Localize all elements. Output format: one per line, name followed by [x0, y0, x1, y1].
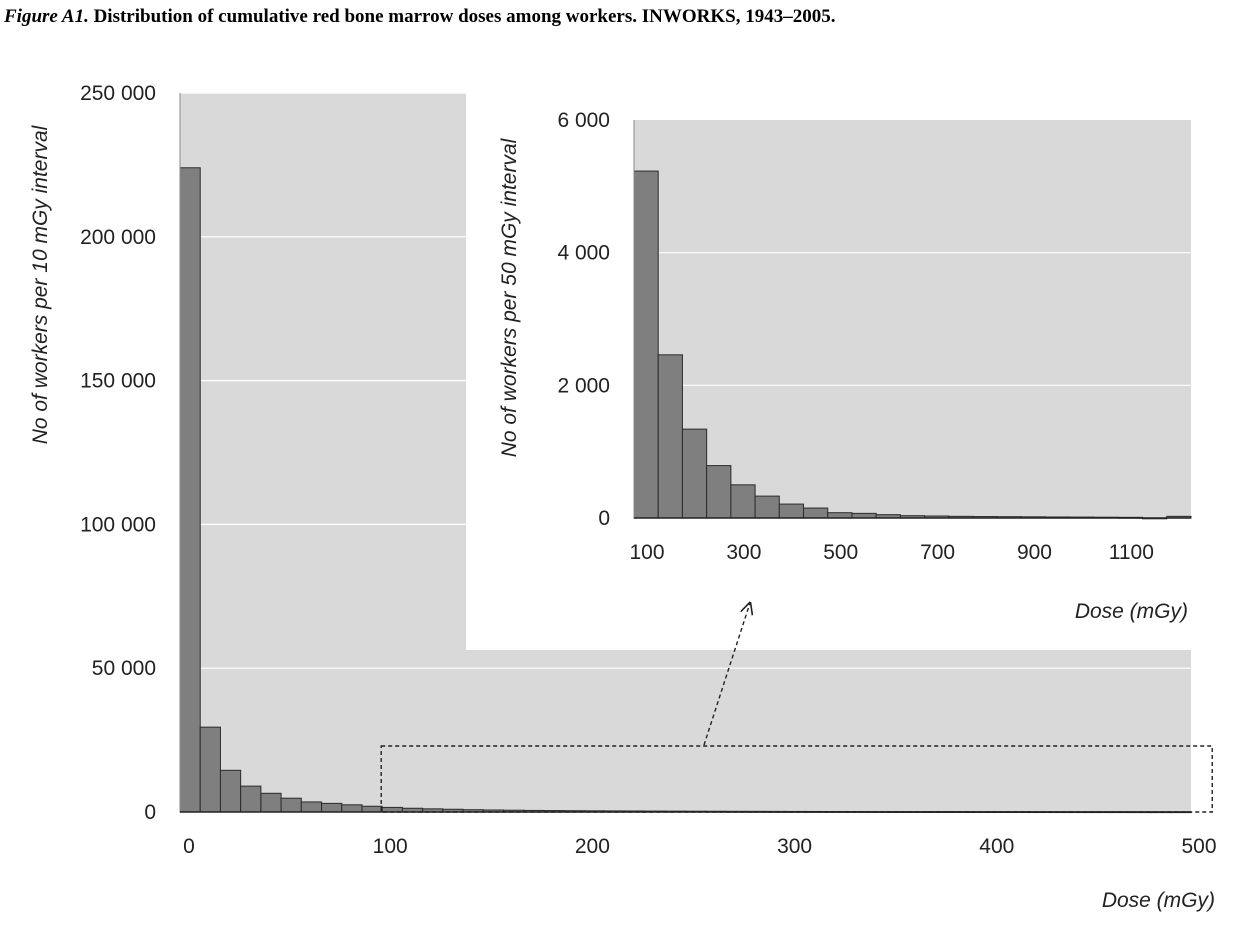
main-bar	[260, 792, 282, 813]
inset-plot-area	[634, 120, 1191, 518]
inset-x-tick-label: 300	[726, 541, 761, 564]
inset-y-tick-label: 4 000	[557, 242, 610, 265]
inset-x-tick-label: 1100	[1109, 541, 1154, 564]
main-x-tick-label: 500	[1181, 835, 1216, 858]
main-bar	[280, 797, 302, 813]
main-bar	[361, 805, 383, 813]
figure-title: Figure A1. Distribution of cumulative re…	[4, 6, 1229, 28]
main-x-tick-label: 100	[373, 835, 408, 858]
inset-bar	[633, 170, 659, 519]
inset-bar	[730, 484, 756, 519]
main-bar	[300, 801, 323, 813]
main-y-tick-label: 200 000	[80, 226, 156, 249]
inset-bar	[657, 354, 683, 519]
main-y-tick-label: 150 000	[80, 370, 156, 393]
main-y-tick-label: 250 000	[80, 82, 156, 105]
inset-plot-background	[466, 88, 1196, 650]
inset-bars	[633, 170, 1192, 520]
inset-gridlines	[634, 252, 1191, 386]
inset-y-tick-label: 2 000	[557, 374, 610, 397]
main-x-tick-label: 0	[183, 835, 195, 858]
inset-bar	[803, 507, 829, 519]
main-bar	[240, 785, 262, 813]
inset-x-axis-title: Dose (mGy)	[1075, 600, 1188, 623]
main-y-tick-label: 50 000	[92, 657, 156, 680]
main-bar	[219, 769, 242, 813]
inset-x-tick-label: 900	[1017, 541, 1052, 564]
main-bar	[179, 167, 201, 813]
main-bar	[199, 726, 221, 813]
inset-bar	[706, 465, 732, 519]
inset-axes: 0 2 000 4 000 6 000 100 300 500 700 900 1100 Dose …	[498, 109, 1191, 623]
main-bar	[321, 802, 343, 813]
inset-bar	[778, 503, 805, 519]
main-y-tick-label: 0	[144, 801, 156, 824]
main-x-axis-title: Dose (mGy)	[1102, 889, 1215, 912]
main-x-tick-label: 200	[575, 835, 610, 858]
inset-x-tick-label: 500	[823, 541, 858, 564]
zoom-annotation	[380, 603, 1213, 813]
inset-y-axis-title: No of workers per 50 mGy interval	[498, 137, 521, 457]
figure-label: Figure A1.	[4, 6, 89, 27]
zoom-region-box	[380, 745, 1213, 813]
main-y-tick-label: 100 000	[80, 513, 156, 536]
main-bar	[341, 804, 363, 813]
inset-bar	[827, 512, 853, 519]
inset-x-tick-label: 700	[920, 541, 955, 564]
main-x-tick-label: 300	[777, 835, 812, 858]
main-axes: 0 50 000 100 000 150 000 200 000 250 000 0 100 2…	[29, 82, 1217, 912]
zoom-arrow	[703, 603, 750, 746]
figure-caption: Distribution of cumulative red bone marr…	[93, 6, 836, 27]
main-y-axis-title: No of workers per 10 mGy interval	[29, 124, 52, 444]
main-x-tick-label: 400	[979, 835, 1014, 858]
inset-y-tick-label: 0	[598, 507, 610, 530]
inset-bar	[681, 428, 708, 519]
inset-bar	[754, 495, 780, 519]
inset-y-tick-label: 6 000	[557, 109, 610, 132]
inset-x-tick-label: 100	[629, 541, 664, 564]
